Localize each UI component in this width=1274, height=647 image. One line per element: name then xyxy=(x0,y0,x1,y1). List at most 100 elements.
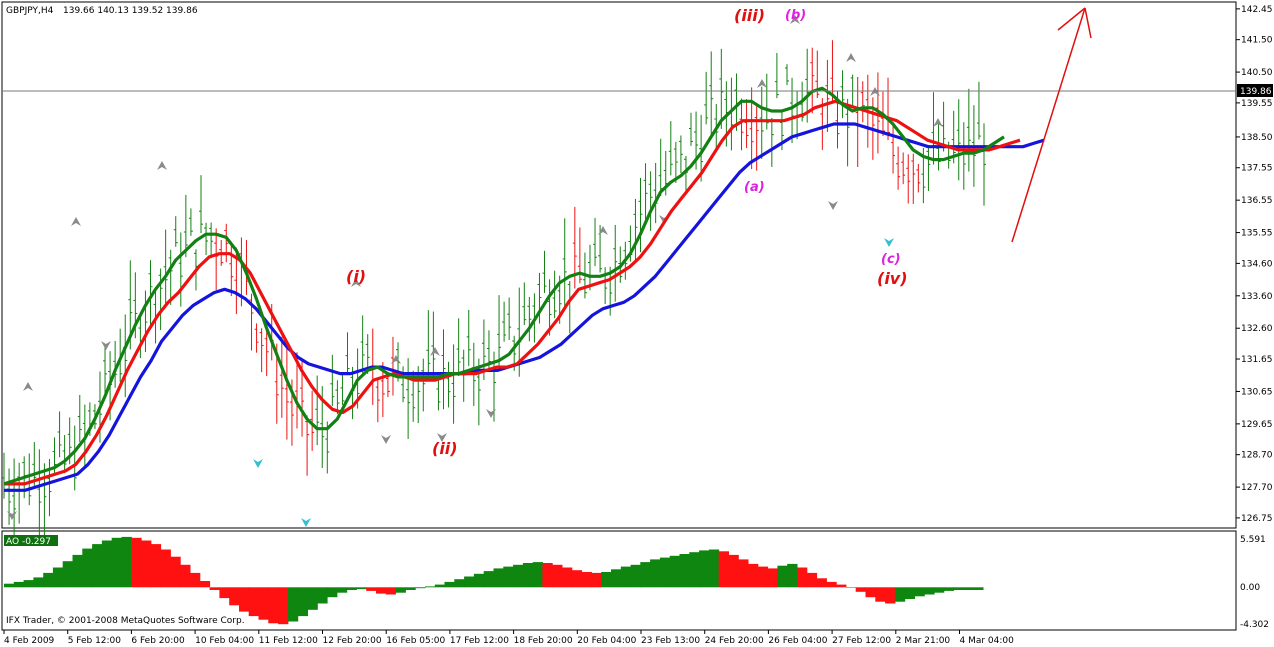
wave-label-iv: (iv) xyxy=(877,269,908,288)
price-tick-label: 142.45 xyxy=(1241,5,1273,15)
ao-bar xyxy=(914,587,925,597)
wave-label-a: (a) xyxy=(744,180,765,195)
fractal-up-arrow-icon xyxy=(846,53,856,62)
fractal-up-arrow-icon xyxy=(790,15,800,24)
ao-bar xyxy=(748,563,759,588)
ao-bar xyxy=(963,587,974,590)
fractal-down-arrow-icon xyxy=(7,511,17,520)
price-tick-label: 137.55 xyxy=(1241,164,1273,174)
ao-bar xyxy=(806,572,818,588)
ao-bar xyxy=(190,572,201,588)
time-tick-label: 18 Feb 20:00 xyxy=(514,636,573,646)
ao-bar xyxy=(562,567,573,588)
fractal-up-arrow-icon xyxy=(157,161,167,170)
ao-bar xyxy=(111,537,122,588)
ao-bar xyxy=(522,563,534,588)
ao-bar xyxy=(150,544,162,588)
time-tick-label: 5 Feb 12:00 xyxy=(68,636,122,646)
wave-label-i: (i) xyxy=(346,267,366,286)
ao-bar xyxy=(611,569,622,588)
price-tick-label: 138.50 xyxy=(1241,133,1273,143)
ao-bar xyxy=(601,572,612,588)
time-tick-label: 4 Feb 2009 xyxy=(4,636,55,646)
ao-bar xyxy=(728,554,739,588)
ao-bar xyxy=(552,564,563,588)
price-tick-label: 139.55 xyxy=(1241,99,1273,109)
fractal-up-arrow-icon xyxy=(391,355,401,364)
alligator-jaw-line xyxy=(4,122,1045,492)
ao-bar xyxy=(229,587,240,606)
ao-bar xyxy=(581,572,592,588)
fractal-down-arrow-icon xyxy=(828,201,838,210)
ao-bar xyxy=(434,584,446,588)
price-tick-label: 130.65 xyxy=(1241,387,1273,397)
ao-bar xyxy=(141,540,152,588)
ao-bar xyxy=(885,587,896,604)
fractal-up-arrow-icon xyxy=(23,382,33,391)
fractal-down-arrow-icon xyxy=(101,341,111,350)
ao-bar xyxy=(454,579,465,588)
ao-bar xyxy=(385,587,397,595)
ao-bar xyxy=(82,548,93,588)
ao-bar xyxy=(816,578,827,588)
time-tick-label: 4 Mar 04:00 xyxy=(960,636,1015,646)
price-tick-label: 141.50 xyxy=(1241,36,1273,46)
ao-tick-bottom: -4.302 xyxy=(1240,620,1269,630)
fractal-down-arrow-icon xyxy=(884,238,894,247)
ao-bar xyxy=(620,566,632,588)
ao-bar xyxy=(346,587,357,590)
ao-bar xyxy=(836,584,847,588)
ao-tick-zero: 0.00 xyxy=(1240,583,1260,593)
price-tick-label: 126.75 xyxy=(1241,514,1273,524)
price-tick-label: 129.65 xyxy=(1241,420,1273,430)
ao-bar xyxy=(689,552,700,588)
ao-bar xyxy=(425,586,436,588)
ao-bar xyxy=(513,564,524,588)
ao-bar xyxy=(503,566,514,588)
ao-bar xyxy=(924,587,935,595)
fractal-up-arrow-icon xyxy=(598,226,608,235)
wave-label-iii: (iii) xyxy=(734,6,765,25)
ao-bar xyxy=(268,587,279,624)
time-tick-label: 11 Feb 12:00 xyxy=(259,636,318,646)
fractal-arrows xyxy=(7,15,943,527)
ao-bar xyxy=(248,587,259,617)
ao-bar xyxy=(209,587,220,590)
ao-bar xyxy=(757,566,769,588)
ao-bar xyxy=(287,587,299,622)
ao-bar xyxy=(493,568,504,588)
ao-bar xyxy=(943,587,955,591)
alligator-teeth-line xyxy=(4,99,1021,486)
time-tick-label: 2 Mar 21:00 xyxy=(896,636,951,646)
ao-bar xyxy=(4,583,15,588)
time-tick-label: 23 Feb 13:00 xyxy=(641,636,700,646)
ao-bar xyxy=(659,557,671,588)
fractal-up-arrow-icon xyxy=(351,278,361,287)
ao-bar xyxy=(62,561,73,588)
fractal-up-arrow-icon xyxy=(757,79,767,88)
ao-bar xyxy=(336,587,348,593)
wave-label-b: (b) xyxy=(785,8,806,23)
ao-bar xyxy=(483,571,494,588)
fractal-down-arrow-icon xyxy=(437,433,447,442)
ao-bar xyxy=(875,587,886,602)
time-tick-label: 20 Feb 04:00 xyxy=(577,636,636,646)
ao-bar xyxy=(767,568,778,588)
ao-bar xyxy=(307,587,318,610)
main-plot-frame xyxy=(1,1,1237,529)
chart-ohlc: 139.66 140.13 139.52 139.86 xyxy=(63,6,198,16)
ao-bar xyxy=(826,581,837,588)
ao-bar xyxy=(591,572,602,588)
price-tick-label: 132.60 xyxy=(1241,324,1273,334)
ao-label: AO -0.297 xyxy=(6,537,51,547)
time-tick-label: 24 Feb 20:00 xyxy=(705,636,764,646)
fractal-down-arrow-icon xyxy=(301,518,311,527)
ao-bar xyxy=(699,550,710,588)
ao-bar xyxy=(473,573,485,588)
ao-bar xyxy=(787,563,798,588)
alligator-lines xyxy=(3,86,1045,492)
ao-bar xyxy=(121,536,132,588)
ao-bar xyxy=(934,587,945,593)
ao-bar xyxy=(571,570,583,588)
